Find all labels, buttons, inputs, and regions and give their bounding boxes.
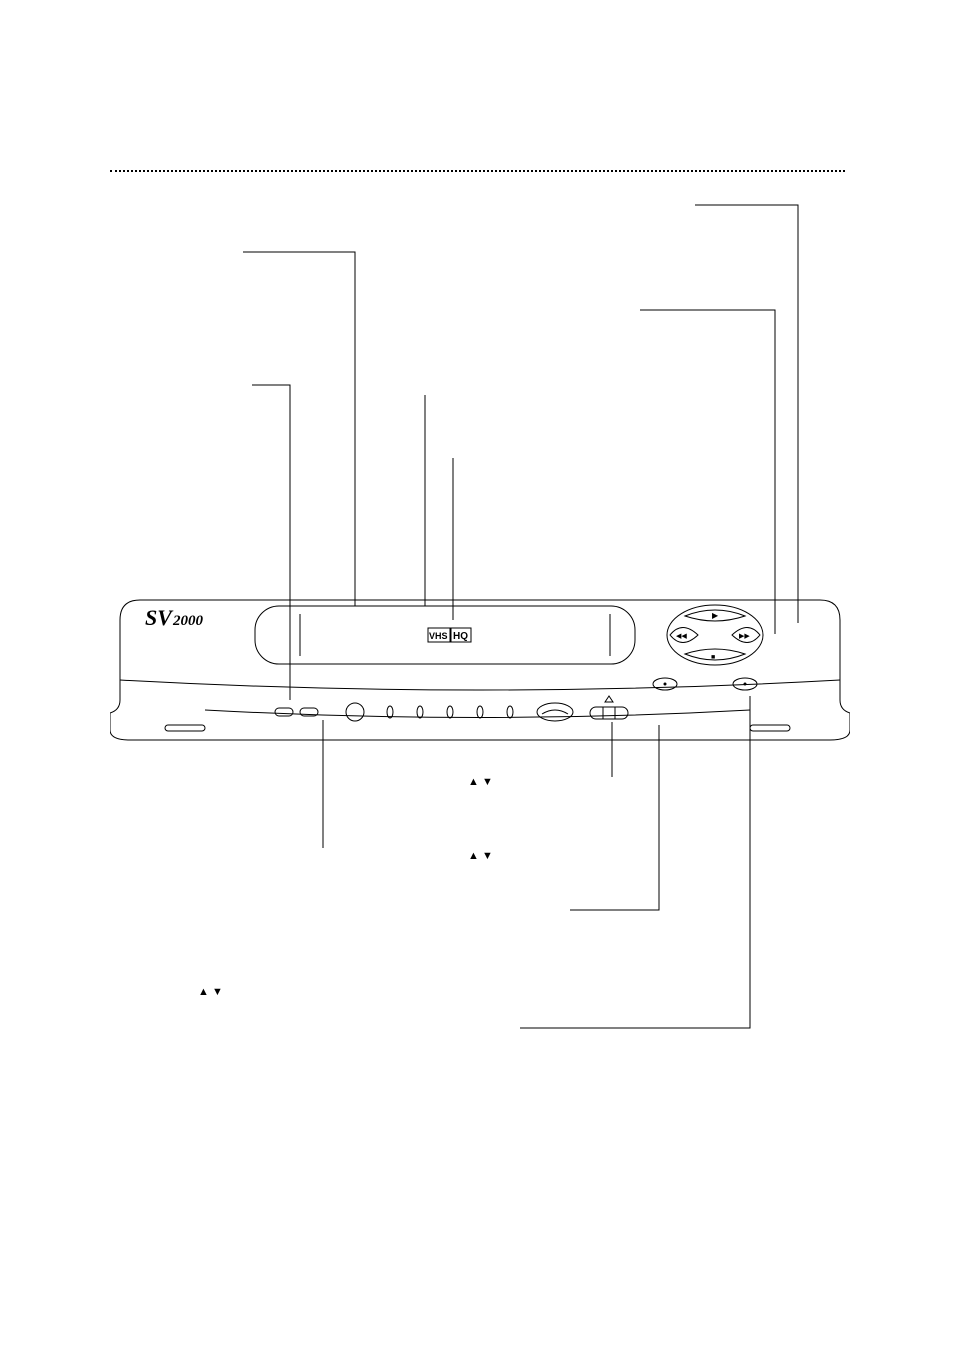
svg-text:▶: ▶ [712, 611, 719, 620]
svg-text:▶▶: ▶▶ [739, 633, 750, 640]
svg-text:◀◀: ◀◀ [676, 633, 687, 640]
arrows-label-2: ▲ ▼ [468, 847, 493, 864]
up-down-arrows-icon: ▲ ▼ [198, 986, 223, 998]
svg-text:VHS: VHS [429, 631, 448, 641]
arrows-label-1: ▲ ▼ [468, 773, 493, 790]
svg-text:■: ■ [711, 654, 715, 661]
svg-text:2000: 2000 [172, 613, 204, 629]
vcr-front-panel: VHS HQ ▶ ■ ◀◀ ▶▶ [110, 580, 850, 760]
up-down-arrows-icon: ▲ ▼ [468, 850, 493, 862]
transport-control-cluster: ▶ ■ ◀◀ ▶▶ [667, 605, 763, 665]
up-down-arrows-icon: ▲ ▼ [468, 776, 493, 788]
arrows-label-3: ▲ ▼ [198, 983, 223, 1000]
brand-logo: SV [145, 605, 174, 630]
svg-text:HQ: HQ [453, 631, 468, 642]
